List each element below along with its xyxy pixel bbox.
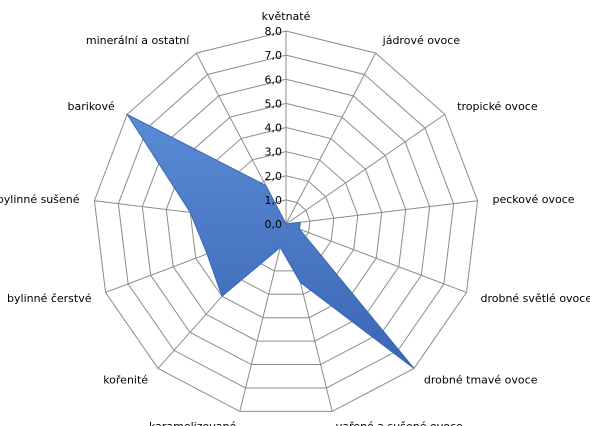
category-label: drobné světlé ovoce [480,292,590,305]
tick-label: 0,0 [265,218,283,231]
category-label: tropické ovoce [457,100,538,113]
radar-grid [93,30,479,412]
category-label: minerální a ostatní [86,34,190,47]
category-label: vařené a sušené ovoce [336,420,463,426]
grid-ring-8 [93,30,479,412]
tick-label: 5,0 [265,97,283,110]
category-label: bylinné čerstvé [7,292,92,305]
spoke-line [285,52,377,225]
radial-axis-ticks: 0,0 1,0 2,0 3,0 4,0 5,0 6,0 7,0 8,0 [265,25,283,231]
category-label: barikové [68,100,116,113]
tick-label: 6,0 [265,73,283,86]
tick-label: 8,0 [265,25,283,38]
grid-ring-7 [117,54,455,389]
tick-label: 3,0 [265,146,283,159]
category-label: peckové ovoce [492,193,574,206]
category-label: jádrové ovoce [382,34,461,47]
spoke-line [285,200,478,225]
category-label: bylinné sušené [0,193,80,206]
series-layer [125,113,415,369]
tick-label: 1,0 [265,194,283,207]
category-label: karamelizované [149,420,237,426]
spoke-line [285,113,446,225]
tick-label: 2,0 [265,170,283,183]
category-labels: květnaté jádrové ovoce tropické ovoce pecko… [0,10,590,426]
series-area [125,113,415,369]
category-label: kořenité [103,374,148,387]
spoke-line [239,223,287,412]
category-label: drobné tmavé ovoce [424,374,538,387]
spoke-line [285,223,467,293]
category-label: květnaté [262,10,311,23]
tick-label: 7,0 [265,49,283,62]
tick-label: 4,0 [265,122,283,135]
